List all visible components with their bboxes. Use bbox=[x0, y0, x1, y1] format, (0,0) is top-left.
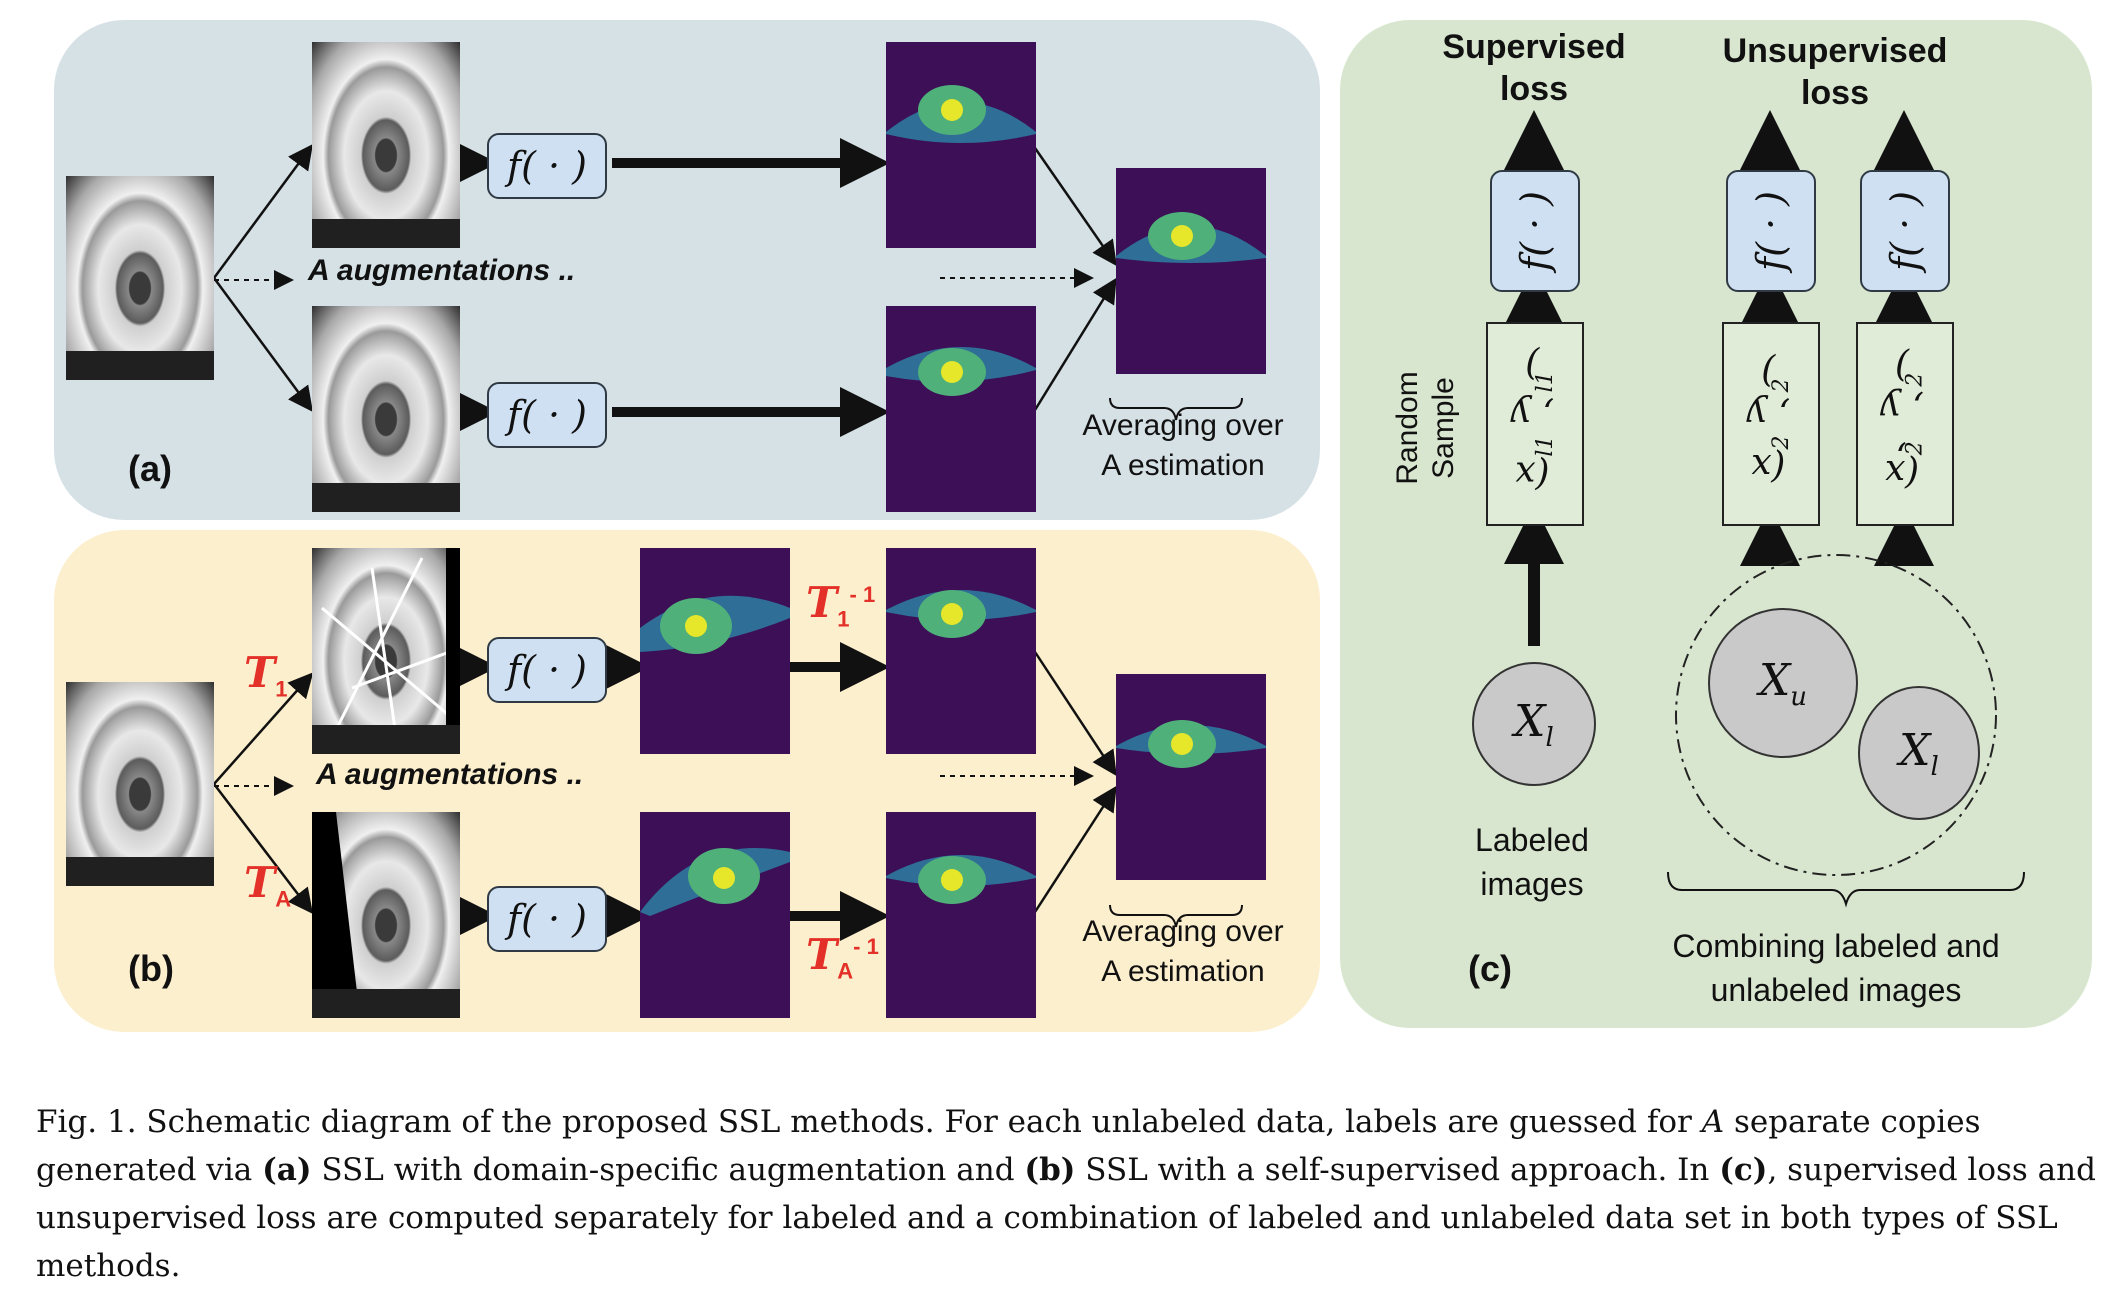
panel-c-arrows bbox=[1504, 110, 2025, 908]
input-eye-image-b bbox=[66, 682, 214, 886]
function-box-c-supervised: f( · ) bbox=[1490, 170, 1580, 292]
segmentation-map-b1 bbox=[886, 548, 1036, 754]
figure-caption: Fig. 1. Schematic diagram of the propose… bbox=[36, 1104, 2096, 1284]
transform-t1-label: T1 bbox=[244, 648, 288, 702]
augmentations-label-b: A augmentations .. bbox=[316, 758, 584, 791]
panel-b-arrows bbox=[213, 642, 1243, 941]
function-box-a2: f( · ) bbox=[487, 382, 607, 448]
caption-fig-number: Fig. 1. bbox=[36, 1104, 137, 1140]
augmented-eye-image-a2 bbox=[312, 306, 460, 512]
augmentations-label-a: A augmentations .. bbox=[308, 254, 576, 287]
averaged-segmentation-b bbox=[1116, 674, 1266, 880]
function-box-a1: f( · ) bbox=[487, 133, 607, 199]
unlabeled-sample-box-1: (x2, y2) bbox=[1722, 322, 1820, 526]
averaging-label-a: Averaging over A estimation bbox=[1082, 409, 1284, 482]
panel-a-arrows bbox=[212, 138, 1243, 437]
unlabeled-set-circle: Xu bbox=[1708, 608, 1858, 758]
panel-letter-c: (c) bbox=[1468, 948, 1512, 989]
segmentation-map-bA-transformed bbox=[640, 812, 790, 1018]
labeled-set-circle-2: Xl bbox=[1858, 686, 1980, 820]
transform-tA-label: TA bbox=[244, 858, 292, 912]
labeled-sample-box: (xl1, yl1) bbox=[1486, 322, 1584, 526]
segmentation-map-a2 bbox=[886, 306, 1036, 512]
panel-letter-a: (a) bbox=[128, 448, 172, 489]
segmentation-map-b1-transformed bbox=[640, 548, 790, 754]
unlabeled-sample-box-2: (x2’, y2) bbox=[1856, 322, 1954, 526]
averaging-label-b: Averaging over A estimation bbox=[1082, 915, 1284, 988]
augmented-eye-image-a1 bbox=[312, 42, 460, 248]
combining-label: Combining labeled and unlabeled images bbox=[1672, 928, 2000, 1008]
input-eye-image-a bbox=[66, 176, 214, 380]
transformed-eye-image-b1 bbox=[312, 548, 460, 754]
function-box-b2: f( · ) bbox=[487, 886, 607, 952]
labeled-set-circle: Xl bbox=[1472, 662, 1596, 786]
inverse-transform-t1-label: T1- 1 bbox=[806, 578, 876, 632]
supervised-loss-label: Supervised loss bbox=[1442, 28, 1626, 108]
connector-lines bbox=[212, 110, 2025, 941]
transformed-eye-image-bA bbox=[312, 812, 460, 1018]
averaged-segmentation-a bbox=[1116, 168, 1266, 374]
panel-a bbox=[54, 20, 1320, 520]
panel-c bbox=[1340, 20, 2092, 1028]
unsupervised-loss-label: Unsupervised loss bbox=[1722, 32, 1948, 112]
function-box-c-unsup1: f( · ) bbox=[1726, 170, 1816, 292]
function-box-b1: f( · ) bbox=[487, 637, 607, 703]
segmentation-map-bA bbox=[886, 812, 1036, 1018]
segmentation-map-a1 bbox=[886, 42, 1036, 248]
function-box-c-unsup2: f( · ) bbox=[1860, 170, 1950, 292]
panel-letter-b: (b) bbox=[128, 948, 174, 989]
labeled-images-label: Labeled images bbox=[1475, 822, 1589, 902]
inverse-transform-tA-label: TA- 1 bbox=[806, 930, 879, 984]
